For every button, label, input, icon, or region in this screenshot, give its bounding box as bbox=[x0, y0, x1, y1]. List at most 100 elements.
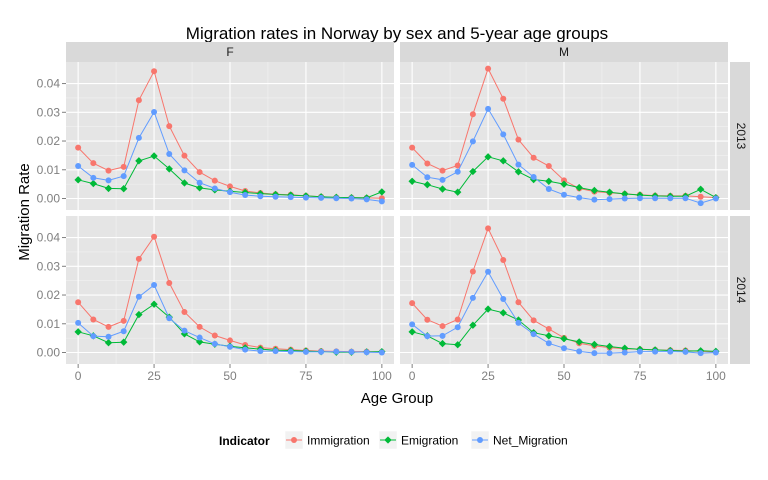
data-point-immigration bbox=[181, 152, 188, 159]
data-point-net-migration bbox=[652, 348, 659, 355]
data-point-net-migration bbox=[378, 198, 385, 205]
x-tick-label: 100 bbox=[706, 369, 726, 383]
y-tick-label: 0.03 bbox=[37, 105, 61, 119]
data-point-emigration bbox=[74, 176, 82, 184]
data-point-immigration bbox=[166, 123, 173, 130]
data-point-immigration bbox=[211, 332, 218, 339]
data-point-immigration bbox=[120, 163, 127, 170]
data-point-net-migration bbox=[75, 319, 82, 326]
data-point-net-migration bbox=[181, 167, 188, 174]
data-point-net-migration bbox=[500, 131, 507, 138]
data-point-net-migration bbox=[697, 200, 704, 207]
data-point-net-migration bbox=[272, 193, 279, 200]
data-point-emigration bbox=[590, 340, 599, 349]
data-point-net-migration bbox=[363, 349, 370, 356]
data-point-net-migration bbox=[257, 193, 264, 200]
data-point-net-migration bbox=[135, 293, 142, 300]
data-point-emigration bbox=[454, 341, 462, 349]
data-point-emigration bbox=[438, 339, 447, 348]
data-point-immigration bbox=[105, 323, 112, 330]
data-point-net-migration bbox=[697, 350, 704, 357]
data-point-immigration bbox=[211, 177, 218, 184]
legend-label-net-migration: Net_Migration bbox=[493, 434, 568, 448]
data-point-immigration bbox=[409, 300, 416, 307]
x-tick-label: 25 bbox=[147, 369, 161, 383]
data-point-net-migration bbox=[75, 163, 82, 170]
data-point-net-migration bbox=[545, 340, 552, 347]
data-point-net-migration bbox=[409, 161, 416, 168]
y-axis-title: Migration Rate bbox=[16, 163, 33, 261]
data-point-net-migration bbox=[348, 348, 355, 355]
data-point-net-migration bbox=[591, 350, 598, 357]
data-point-net-migration bbox=[652, 195, 659, 202]
data-point-emigration bbox=[499, 309, 507, 317]
data-point-net-migration bbox=[211, 340, 218, 347]
y-tick-label: 0.04 bbox=[37, 77, 61, 91]
legend-marker-emigration bbox=[384, 436, 392, 444]
legend-label-immigration: Immigration bbox=[307, 434, 370, 448]
data-point-immigration bbox=[409, 144, 416, 151]
data-point-emigration bbox=[484, 305, 492, 313]
legend-marker-immigration bbox=[291, 437, 297, 443]
chart-panels: F M 2013 2014 0.00 0.01 0.02 0.03 0.04 0.00 0.01 0.… bbox=[37, 42, 750, 383]
data-point-net-migration bbox=[576, 194, 583, 201]
data-point-net-migration bbox=[636, 348, 643, 355]
data-point-net-migration bbox=[363, 196, 370, 203]
data-point-emigration bbox=[195, 338, 204, 346]
data-point-net-migration bbox=[378, 349, 385, 356]
data-point-immigration bbox=[75, 144, 82, 151]
data-point-immigration bbox=[545, 325, 552, 332]
data-point-emigration bbox=[560, 335, 568, 343]
facet-strip-label: F bbox=[226, 45, 233, 59]
data-point-net-migration bbox=[227, 343, 233, 350]
data-point-emigration bbox=[545, 332, 553, 340]
y-tick-label: 0.00 bbox=[37, 346, 61, 360]
data-point-net-migration bbox=[712, 195, 719, 202]
data-point-immigration bbox=[454, 162, 461, 169]
data-point-net-migration bbox=[469, 294, 476, 301]
data-point-immigration bbox=[454, 316, 461, 323]
data-point-net-migration bbox=[530, 331, 537, 338]
data-point-immigration bbox=[424, 316, 431, 323]
x-tick-label: 75 bbox=[633, 369, 647, 383]
data-point-emigration bbox=[104, 339, 113, 347]
x-tick-label: 100 bbox=[372, 369, 392, 383]
data-point-immigration bbox=[469, 111, 476, 118]
data-point-net-migration bbox=[636, 195, 643, 202]
data-point-net-migration bbox=[500, 296, 507, 303]
panel-f-2013 bbox=[66, 62, 394, 210]
data-point-emigration bbox=[469, 321, 477, 329]
data-point-immigration bbox=[90, 316, 97, 323]
data-point-net-migration bbox=[227, 189, 233, 196]
facet-strip-label: M bbox=[559, 45, 569, 59]
data-point-net-migration bbox=[561, 191, 567, 198]
panel-m-2014 bbox=[400, 216, 728, 364]
data-point-emigration bbox=[120, 185, 128, 193]
data-point-immigration bbox=[135, 97, 142, 104]
data-point-net-migration bbox=[469, 138, 476, 145]
y-tick-label: 0.01 bbox=[37, 317, 61, 331]
data-point-net-migration bbox=[90, 174, 97, 181]
data-point-net-migration bbox=[181, 327, 188, 334]
facet-strip-m bbox=[400, 42, 728, 62]
data-point-net-migration bbox=[576, 348, 583, 355]
data-point-net-migration bbox=[712, 349, 719, 356]
y-tick-label: 0.03 bbox=[37, 259, 61, 273]
data-point-emigration bbox=[74, 328, 82, 336]
data-point-emigration bbox=[560, 180, 568, 188]
data-point-emigration bbox=[104, 184, 113, 193]
data-point-net-migration bbox=[606, 196, 613, 203]
data-point-net-migration bbox=[439, 176, 446, 183]
data-point-emigration bbox=[135, 310, 143, 319]
data-point-net-migration bbox=[318, 348, 325, 355]
data-point-emigration bbox=[575, 338, 583, 346]
data-point-immigration bbox=[561, 177, 567, 184]
y-tick-label: 0.01 bbox=[37, 163, 61, 177]
facet-strip-2013 bbox=[730, 62, 750, 210]
data-point-immigration bbox=[151, 233, 158, 240]
data-point-net-migration bbox=[151, 281, 158, 288]
data-point-net-migration bbox=[242, 346, 249, 353]
data-point-net-migration bbox=[667, 195, 674, 202]
data-point-immigration bbox=[166, 279, 173, 286]
